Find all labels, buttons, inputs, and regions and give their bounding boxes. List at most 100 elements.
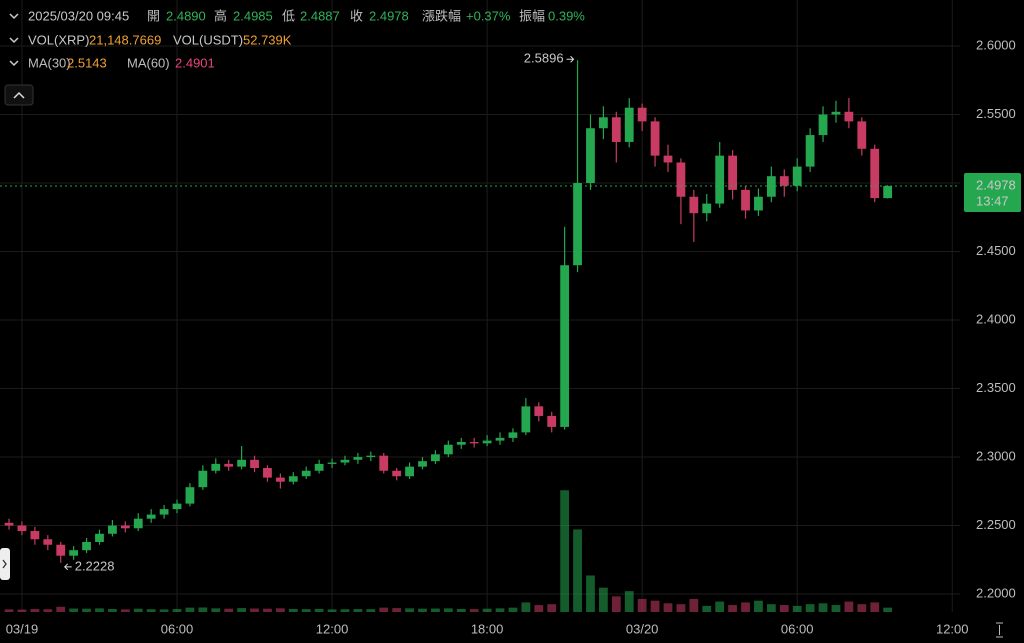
volume-bar xyxy=(146,609,156,612)
candle-body xyxy=(792,166,802,186)
x-tick-label: 18:00 xyxy=(471,621,504,636)
datetime: 2025/03/20 09:45 xyxy=(28,8,129,23)
candle-body xyxy=(650,121,660,156)
candle-body xyxy=(844,111,854,122)
chevron-icon[interactable] xyxy=(9,37,19,44)
volume-bar xyxy=(844,601,854,612)
candle-body xyxy=(224,463,234,467)
axes: 2.20002.25002.30002.35002.40002.45002.50… xyxy=(6,37,1016,636)
volume-bar xyxy=(198,607,208,612)
candle-body xyxy=(702,203,712,214)
volume-bar xyxy=(172,609,182,612)
volume-bar xyxy=(340,609,350,612)
volume-bar xyxy=(754,600,763,612)
volume-bar xyxy=(82,608,91,612)
volume-bar xyxy=(314,608,324,612)
candle-body xyxy=(198,470,208,488)
volume-bar xyxy=(792,605,802,612)
candle-body xyxy=(263,468,272,478)
volume-bar xyxy=(573,529,582,612)
candle-body xyxy=(831,111,841,115)
candle-body xyxy=(133,518,143,529)
volume-bar xyxy=(327,609,337,612)
field-label: VOL(XRP) xyxy=(28,32,89,47)
volume-bar xyxy=(508,607,518,612)
candle-body xyxy=(95,533,104,542)
volume-bar xyxy=(17,609,27,612)
volume-bar xyxy=(43,609,53,612)
volume-bar xyxy=(676,604,686,612)
candle-body xyxy=(379,455,389,471)
candle-body xyxy=(624,107,634,142)
candle-body xyxy=(689,196,699,214)
volume-bar xyxy=(224,608,234,612)
candle-body xyxy=(870,148,880,199)
candle-body xyxy=(4,522,14,526)
candle-body xyxy=(779,176,789,186)
volume-bar xyxy=(534,605,544,612)
volume-bar xyxy=(108,608,117,612)
volume-bar xyxy=(56,606,66,612)
collapse-button[interactable] xyxy=(4,84,34,106)
field-value: 2.4887 xyxy=(300,8,340,23)
volume-bar xyxy=(185,607,195,612)
x-tick-label: 06:00 xyxy=(781,621,814,636)
y-tick-label: 2.4500 xyxy=(976,243,1016,258)
candle-body xyxy=(456,441,466,445)
volume-bar xyxy=(482,608,492,612)
field-label: 低 xyxy=(282,8,295,23)
field-label: 高 xyxy=(214,8,227,23)
candle-body xyxy=(482,440,492,444)
candle-body xyxy=(366,455,376,458)
scale-icon[interactable] xyxy=(996,622,1003,638)
field-value: 2.4901 xyxy=(175,55,215,70)
candle-body xyxy=(547,415,557,427)
volume-bar xyxy=(637,598,647,612)
annotation-arrow xyxy=(566,55,575,63)
candle-body xyxy=(495,437,505,441)
volume-bar xyxy=(250,608,259,612)
candle-body xyxy=(108,525,117,534)
collapse-icon xyxy=(13,91,25,99)
candle-body xyxy=(56,544,66,556)
volume-bar xyxy=(741,602,750,612)
grid xyxy=(0,0,960,612)
candle-body xyxy=(405,466,414,477)
candle-body xyxy=(741,189,750,211)
y-axis-panel xyxy=(962,0,1024,643)
y-tick-label: 2.3500 xyxy=(976,380,1016,395)
candle-body xyxy=(185,487,195,504)
chevron-icon[interactable] xyxy=(9,60,19,67)
price-tag xyxy=(964,173,1021,213)
field-label: 漲跌幅 xyxy=(422,8,461,23)
volume-bar xyxy=(870,602,880,612)
side-handle[interactable] xyxy=(0,548,10,580)
volume-bar xyxy=(366,609,376,612)
annotation-arrow xyxy=(64,563,72,571)
candle-body xyxy=(418,461,427,467)
candle-body xyxy=(69,550,79,556)
chevron-icon[interactable] xyxy=(9,13,19,20)
min-annotation: 2.2228 xyxy=(75,558,115,573)
volume-bar xyxy=(159,609,169,612)
x-tick-label: 03/19 xyxy=(6,621,39,636)
volume-bar xyxy=(495,608,505,612)
candle-body xyxy=(534,406,544,416)
candle-body xyxy=(159,509,169,515)
volume-bar xyxy=(263,608,272,612)
volume-bar xyxy=(547,604,557,612)
candle-body xyxy=(314,463,324,471)
volume-bar xyxy=(831,605,841,612)
volume-bar xyxy=(715,601,725,612)
volume-bar xyxy=(288,608,298,612)
field-value: +0.37% xyxy=(466,8,511,23)
volume-bar xyxy=(405,608,414,612)
x-tick-label: 12:00 xyxy=(936,621,969,636)
candle-body xyxy=(598,117,608,129)
volume-bar xyxy=(95,608,104,612)
volume-bar xyxy=(883,607,893,612)
candle-body xyxy=(30,531,40,540)
candle-body xyxy=(120,525,130,529)
candle-body xyxy=(250,459,259,469)
